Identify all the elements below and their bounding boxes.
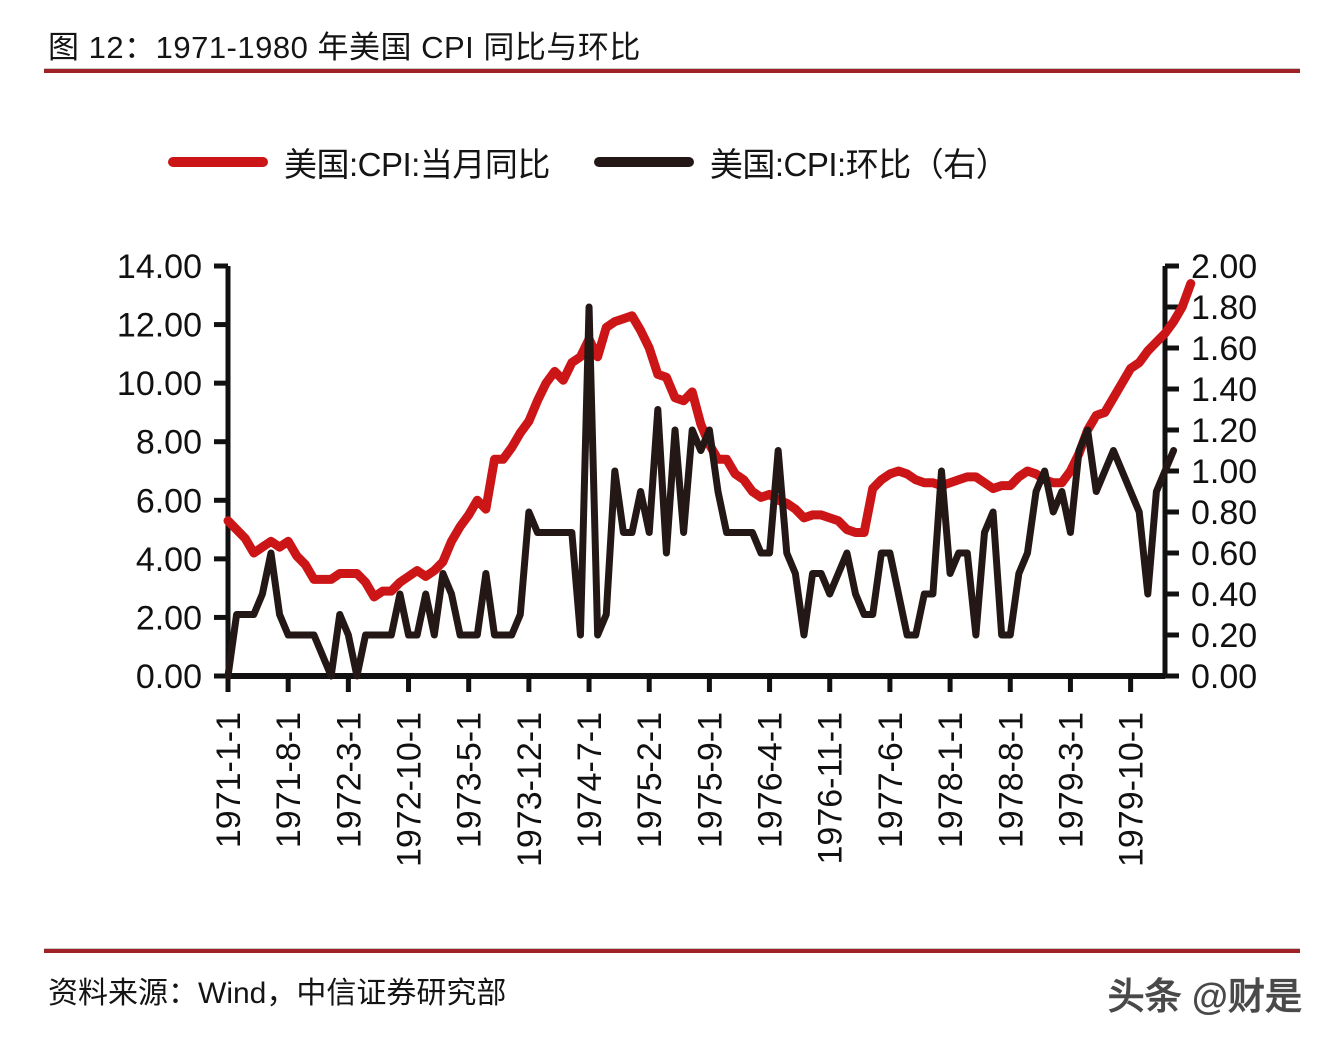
x-axis-tick-label: 1974-7-1 — [571, 712, 609, 848]
legend-label-cpi-mom: 美国:CPI:环比（右） — [709, 146, 1009, 183]
x-axis-tick-label: 1971-8-1 — [270, 712, 308, 848]
x-axis-tick-label: 1978-8-1 — [992, 712, 1030, 848]
chart-legend: 美国:CPI:当月同比 美国:CPI:环比（右） — [168, 138, 1009, 186]
y-axis-left-tick-label: 0.00 — [136, 658, 202, 696]
y-axis-left-tick-label: 2.00 — [136, 599, 202, 637]
x-axis-tick-label: 1977-6-1 — [872, 712, 910, 848]
y-axis-right-tick-label: 1.40 — [1191, 371, 1257, 409]
footer-divider — [44, 948, 1300, 953]
x-axis-tick-label: 1975-2-1 — [631, 712, 669, 848]
y-axis-left-tick-label: 6.00 — [136, 482, 202, 520]
y-axis-left-tick-label: 12.00 — [117, 307, 202, 345]
y-axis-left-tick-label: 14.00 — [117, 248, 202, 286]
legend-label-cpi-yoy: 美国:CPI:当月同比 — [284, 146, 550, 183]
y-axis-right-tick-label: 1.80 — [1191, 289, 1257, 327]
x-axis-tick-label: 1979-10-1 — [1113, 712, 1151, 867]
legend-swatch-red-icon — [168, 157, 268, 167]
x-axis-tick-label: 1972-3-1 — [330, 712, 368, 848]
header-divider — [44, 68, 1300, 73]
y-axis-right-tick-label: 0.00 — [1191, 658, 1257, 696]
x-axis-tick-label: 1972-10-1 — [391, 712, 429, 867]
y-axis-left-tick-label: 10.00 — [117, 365, 202, 403]
y-axis-right-tick-label: 0.80 — [1191, 494, 1257, 532]
x-axis-tick-label: 1976-11-1 — [812, 712, 850, 865]
y-axis-right-tick-label: 0.60 — [1191, 535, 1257, 573]
x-axis-tick-label: 1973-12-1 — [511, 712, 549, 867]
legend-item-cpi-yoy: 美国:CPI:当月同比 — [168, 138, 550, 186]
legend-swatch-black-icon — [593, 157, 694, 167]
cpi-line-chart: 0.002.004.006.008.0010.0012.0014.000.000… — [117, 248, 1257, 867]
y-axis-left-tick-label: 4.00 — [136, 541, 202, 579]
x-axis-tick-label: 1975-9-1 — [691, 712, 729, 848]
x-axis-tick-label: 1973-5-1 — [451, 712, 489, 848]
source-note: 资料来源：Wind，中信证券研究部 — [48, 977, 507, 1010]
y-axis-right-tick-label: 1.20 — [1191, 412, 1257, 450]
y-axis-right-tick-label: 1.60 — [1191, 330, 1257, 368]
y-axis-right-tick-label: 0.40 — [1191, 576, 1257, 614]
y-axis-right-tick-label: 0.20 — [1191, 617, 1257, 655]
x-axis-tick-label: 1971-1-1 — [210, 712, 248, 848]
y-axis-right-tick-label: 2.00 — [1191, 248, 1257, 286]
y-axis-left-tick-label: 8.00 — [136, 424, 202, 462]
chart-area: 0.00 2.00 4.00 6.00 8.00 10.00 12.00 14.00 0.00 0… — [0, 230, 1344, 910]
page-title: 图 12：1971-1980 年美国 CPI 同比与环比 — [48, 30, 641, 65]
legend-item-cpi-mom: 美国:CPI:环比（右） — [593, 138, 1009, 186]
series-line-2 — [224, 303, 1178, 680]
x-axis-tick-label: 1976-4-1 — [752, 712, 790, 848]
y-axis-right-tick-label: 1.00 — [1191, 453, 1257, 491]
x-axis-tick-label: 1979-3-1 — [1052, 712, 1090, 848]
x-axis-tick-label: 1978-1-1 — [932, 712, 970, 848]
watermark-label: 头条 @财是 — [1107, 976, 1302, 1017]
